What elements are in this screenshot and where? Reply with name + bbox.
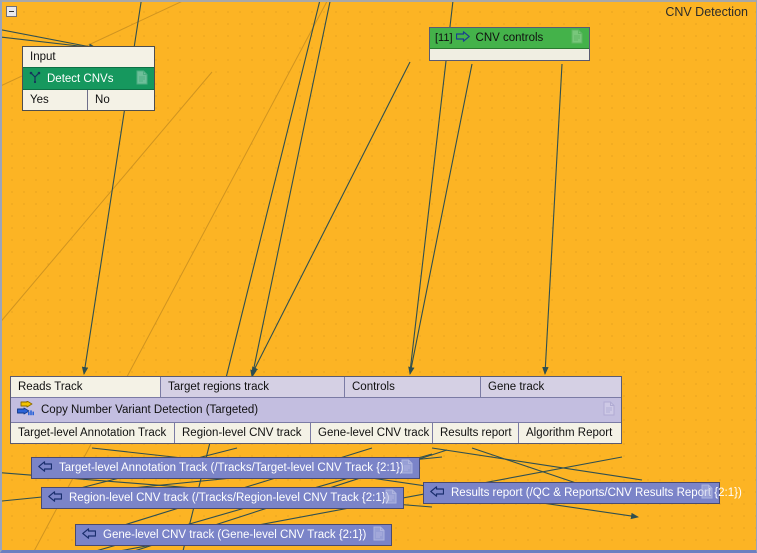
right-arrow-outline-icon: [455, 31, 470, 45]
output-port-region-level-cnv-track[interactable]: Region-level CNV track: [175, 423, 311, 443]
document-icon: [373, 526, 385, 544]
workflow-arrow-icon: [17, 400, 34, 419]
left-arrow-outline-icon: [38, 461, 53, 475]
input-port-controls[interactable]: Controls: [345, 377, 481, 397]
document-icon: [701, 484, 713, 502]
document-icon: [385, 489, 397, 507]
output-node-label: Region-level CNV track (/Tracks/Region-l…: [69, 492, 390, 504]
output-node-results-report[interactable]: Results report (/QC & Reports/CNV Result…: [423, 482, 742, 504]
workflow-node-cnv-detection[interactable]: Reads Track Target regions track Control…: [10, 376, 622, 444]
decision-node-title: Detect CNVs: [47, 72, 114, 85]
decision-input-row: Input: [23, 47, 154, 67]
output-node-label: Results report (/QC & Reports/CNV Result…: [451, 487, 742, 499]
left-arrow-outline-icon: [430, 486, 445, 500]
input-node-cnv-controls[interactable]: [11] CNV controls: [429, 27, 590, 61]
cnv-controls-footer: [430, 49, 589, 60]
workflow-node-title: Copy Number Variant Detection (Targeted): [41, 404, 259, 416]
output-port-gene-level-cnv-track[interactable]: Gene-level CNV track: [311, 423, 433, 443]
cnv-controls-header[interactable]: [11] CNV controls: [430, 28, 589, 49]
document-icon: [401, 459, 413, 477]
cnv-controls-index-tag: [11]: [435, 32, 453, 44]
output-node-gene-level-cnv-track[interactable]: Gene-level CNV track (Gene-level CNV Tra…: [75, 524, 392, 546]
output-port-algorithm-report[interactable]: Algorithm Report: [519, 423, 621, 443]
output-node-region-level-cnv-track[interactable]: Region-level CNV track (/Tracks/Region-l…: [41, 487, 404, 509]
decision-input-port[interactable]: Input: [23, 47, 154, 67]
document-icon: [571, 29, 583, 47]
workflow-node-header[interactable]: Copy Number Variant Detection (Targeted): [11, 397, 621, 423]
output-node-target-level-annotation-track[interactable]: Target-level Annotation Track (/Tracks/T…: [31, 457, 420, 479]
input-port-gene-track[interactable]: Gene track: [481, 377, 621, 397]
document-icon: [603, 401, 615, 419]
workflow-input-ports: Reads Track Target regions track Control…: [11, 377, 621, 397]
left-arrow-outline-icon: [82, 528, 97, 542]
input-port-reads-track[interactable]: Reads Track: [11, 377, 161, 397]
input-port-target-regions-track[interactable]: Target regions track: [161, 377, 345, 397]
output-port-results-report[interactable]: Results report: [433, 423, 519, 443]
workflow-output-ports: Target-level Annotation Track Region-lev…: [11, 423, 621, 443]
decision-node-header[interactable]: Detect CNVs: [23, 67, 154, 90]
left-arrow-outline-icon: [48, 491, 63, 505]
decision-output-row: Yes No: [23, 90, 154, 110]
decision-output-port-no[interactable]: No: [88, 90, 154, 110]
canvas-title: CNV Detection: [665, 5, 748, 19]
output-node-label: Target-level Annotation Track (/Tracks/T…: [59, 462, 404, 474]
branch-icon: [29, 71, 41, 86]
output-port-target-level-annotation-track[interactable]: Target-level Annotation Track: [11, 423, 175, 443]
decision-output-port-yes[interactable]: Yes: [23, 90, 89, 110]
cnv-controls-title: CNV controls: [475, 32, 544, 44]
output-node-label: Gene-level CNV track (Gene-level CNV Tra…: [103, 529, 367, 541]
collapse-toggle-icon[interactable]: [6, 6, 17, 17]
document-icon: [136, 70, 148, 87]
decision-node-detect-cnvs[interactable]: Input Detect CNVs: [22, 46, 155, 111]
